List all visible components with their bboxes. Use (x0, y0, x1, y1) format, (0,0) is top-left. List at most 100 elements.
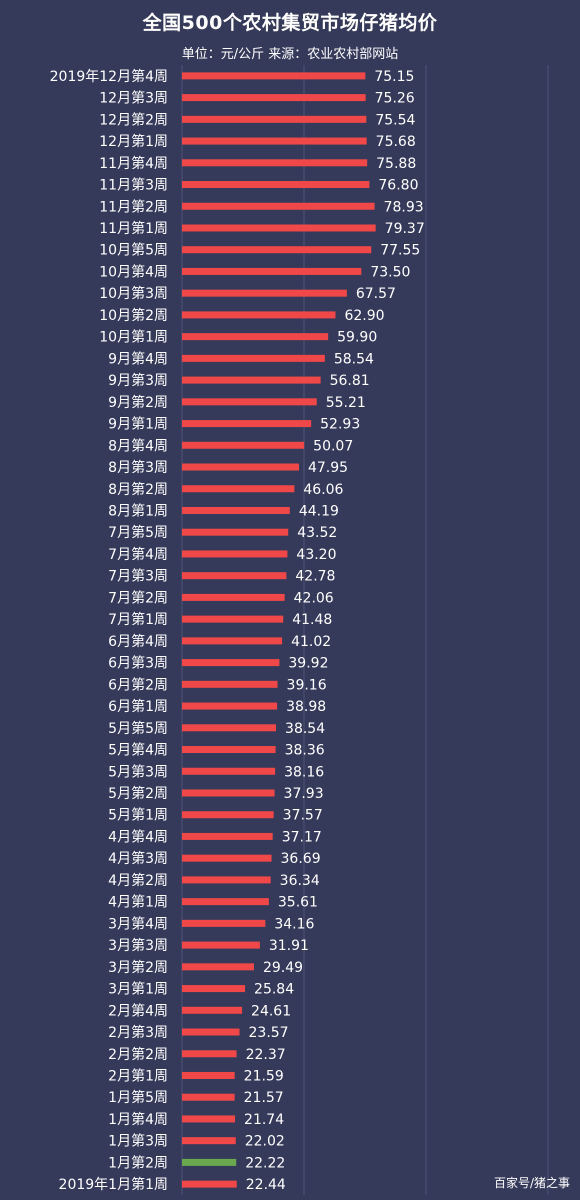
bar (182, 94, 366, 102)
bar (182, 724, 277, 732)
bar (182, 593, 285, 601)
value-label: 43.52 (297, 525, 337, 541)
category-label: 4月第1周 (108, 894, 168, 911)
category-label: 1月第2周 (108, 1154, 168, 1171)
value-label: 56.81 (330, 373, 370, 389)
category-label: 3月第2周 (108, 959, 168, 976)
value-label: 55.21 (326, 395, 366, 411)
chart-title: 全国500个农村集贸市场仔猪均价 (142, 12, 438, 34)
category-label: 11月第4周 (99, 155, 168, 172)
value-label: 38.16 (284, 764, 324, 780)
bar (182, 1137, 236, 1145)
value-label: 78.93 (384, 199, 424, 215)
value-label: 58.54 (334, 351, 374, 367)
category-label: 5月第5周 (108, 720, 168, 737)
category-label: 3月第1周 (108, 981, 168, 998)
category-label: 2月第2周 (108, 1046, 168, 1063)
value-label: 75.54 (375, 112, 415, 128)
category-label: 11月第3周 (99, 177, 168, 194)
value-label: 21.57 (244, 1090, 284, 1106)
bar (182, 1158, 237, 1166)
value-label: 35.61 (278, 895, 318, 911)
bar (182, 289, 347, 297)
bar (182, 333, 329, 341)
category-label: 1月第3周 (108, 1133, 168, 1150)
value-label: 52.93 (320, 417, 360, 433)
category-label: 6月第3周 (108, 655, 168, 672)
source-credit: 百家号/猪之事 (493, 1176, 570, 1190)
bar (182, 767, 276, 775)
value-label: 79.37 (385, 221, 425, 237)
value-label: 36.69 (281, 851, 321, 867)
bar (182, 680, 278, 688)
value-label: 22.44 (246, 1177, 286, 1193)
bar (182, 572, 287, 580)
category-label: 3月第4周 (108, 915, 168, 932)
bar (182, 963, 254, 971)
category-label: 3月第3周 (108, 937, 168, 954)
category-label: 9月第3周 (108, 372, 168, 389)
bar (182, 789, 275, 797)
bar (182, 485, 295, 493)
value-label: 21.74 (244, 1112, 284, 1128)
bar (182, 137, 367, 145)
value-label: 50.07 (313, 438, 353, 454)
category-label: 7月第3周 (108, 568, 168, 585)
value-label: 47.95 (308, 460, 348, 476)
bar (182, 246, 372, 254)
category-label: 12月第1周 (99, 133, 168, 150)
value-label: 29.49 (263, 960, 303, 976)
category-label: 12月第3周 (99, 90, 168, 107)
chart-subtitle: 单位：元/公斤 来源：农业农村部网站 (181, 47, 399, 62)
value-label: 25.84 (254, 982, 294, 998)
bar (182, 1115, 236, 1123)
bar (182, 376, 321, 384)
category-label: 7月第1周 (108, 611, 168, 628)
category-label: 6月第2周 (108, 676, 168, 693)
category-label: 9月第2周 (108, 394, 168, 411)
value-label: 23.57 (249, 1025, 289, 1041)
value-label: 31.91 (269, 938, 309, 954)
category-label: 5月第2周 (108, 785, 168, 802)
category-label: 9月第1周 (108, 416, 168, 433)
value-label: 59.90 (337, 330, 377, 346)
value-label: 76.80 (378, 178, 418, 194)
category-label: 8月第2周 (108, 481, 168, 498)
category-label: 4月第3周 (108, 850, 168, 867)
bar (182, 267, 362, 275)
bar (182, 1093, 235, 1101)
category-label: 2019年12月第4周 (50, 68, 168, 85)
category-label: 5月第1周 (108, 807, 168, 824)
value-label: 36.34 (280, 873, 320, 889)
bar (182, 398, 317, 406)
bar (182, 1180, 237, 1188)
bar (182, 528, 289, 536)
category-label: 9月第4周 (108, 350, 168, 367)
bar (182, 354, 325, 362)
category-label: 1月第5周 (108, 1089, 168, 1106)
bar (182, 115, 367, 123)
bar (182, 811, 274, 819)
bar (182, 1071, 235, 1079)
value-label: 38.54 (285, 721, 325, 737)
bar (182, 1006, 243, 1014)
category-label: 11月第2周 (99, 198, 168, 215)
value-label: 24.61 (251, 1003, 291, 1019)
value-label: 42.06 (294, 590, 334, 606)
value-label: 43.20 (296, 547, 336, 563)
category-label: 7月第4周 (108, 546, 168, 563)
bar (182, 637, 283, 645)
bar (182, 659, 280, 667)
bar (182, 550, 288, 558)
value-label: 39.16 (287, 677, 327, 693)
category-label: 8月第4周 (108, 437, 168, 454)
category-label: 2月第1周 (108, 1067, 168, 1084)
value-label: 34.16 (274, 916, 314, 932)
category-label: 6月第1周 (108, 698, 168, 715)
bar (182, 463, 299, 471)
value-label: 73.50 (370, 264, 410, 280)
bar (182, 876, 271, 884)
value-label: 38.36 (285, 743, 325, 759)
bar (182, 854, 272, 862)
